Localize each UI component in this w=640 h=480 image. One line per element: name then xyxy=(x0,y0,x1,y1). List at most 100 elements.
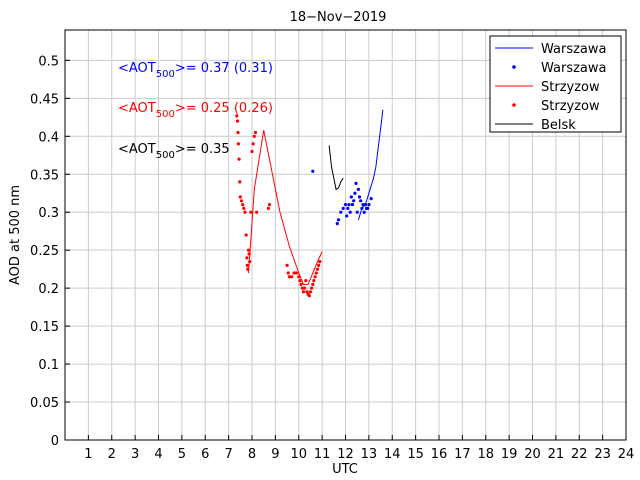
annotation-prefix: <AOT xyxy=(118,61,156,76)
strzyzow-point xyxy=(249,210,253,214)
annotation-value: >= 0.25 (0.26) xyxy=(175,101,273,116)
x-tick-label: 3 xyxy=(131,447,139,462)
strzyzow-point xyxy=(266,206,270,210)
x-tick-label: 21 xyxy=(548,447,565,462)
annotation-subscript: 500 xyxy=(156,69,175,80)
warszawa-point xyxy=(367,203,371,207)
warszawa-point xyxy=(336,218,341,222)
series-layer xyxy=(235,109,384,298)
x-tick-label: 18 xyxy=(477,447,494,462)
strzyzow-point xyxy=(290,275,294,279)
belsk-line xyxy=(328,145,344,191)
strzyzow-point xyxy=(294,271,298,275)
warszawa-point xyxy=(350,203,355,207)
strzyzow-point xyxy=(247,252,251,256)
chart-title: 18−Nov−2019 xyxy=(290,10,387,25)
strzyzow-point xyxy=(310,286,314,290)
strzyzow-point xyxy=(299,282,303,286)
strzyzow-point xyxy=(301,290,305,294)
strzyzow-point xyxy=(235,119,240,123)
warszawa-point xyxy=(345,214,349,218)
strzyzow-point xyxy=(304,279,308,283)
legend-label-belsk: Belsk xyxy=(541,118,576,133)
strzyzow-line xyxy=(248,130,323,285)
legend-label-strzyzow: Strzyzow xyxy=(541,99,600,114)
x-tick-label: 10 xyxy=(290,447,307,462)
x-tick-label: 6 xyxy=(201,447,209,462)
strzyzow-point xyxy=(237,157,241,161)
strzyzow-point xyxy=(313,275,317,279)
warszawa-point xyxy=(363,203,367,207)
y-tick-label: 0.4 xyxy=(38,130,59,145)
warszawa-point xyxy=(348,210,352,214)
strzyzow-point xyxy=(242,206,246,210)
warszawa-point xyxy=(349,195,353,199)
strzyzow-point xyxy=(285,263,289,267)
x-tick-label: 16 xyxy=(431,447,448,462)
warszawa-point xyxy=(366,206,370,210)
aot-annotation: <AOT500>= 0.37 (0.31) xyxy=(118,61,273,80)
strzyzow-point xyxy=(308,290,312,294)
strzyzow-point xyxy=(246,267,250,271)
strzyzow-point xyxy=(292,271,296,275)
y-tick-label: 0.3 xyxy=(38,206,59,221)
strzyzow-point xyxy=(245,256,249,260)
strzyzow-point xyxy=(314,271,318,275)
strzyzow-point xyxy=(303,286,307,290)
x-tick-label: 8 xyxy=(248,447,256,462)
strzyzow-point xyxy=(236,142,240,146)
warszawa-point xyxy=(353,191,357,195)
warszawa-point xyxy=(347,203,351,207)
legend-marker-warszawa xyxy=(512,65,516,69)
warszawa-point xyxy=(339,210,343,214)
strzyzow-point xyxy=(255,210,259,214)
strzyzow-point xyxy=(238,180,242,184)
strzyzow-point xyxy=(252,134,256,138)
strzyzow-point xyxy=(267,203,272,207)
warszawa-point xyxy=(335,222,339,226)
strzyzow-point xyxy=(236,130,240,135)
warszawa-point xyxy=(369,197,373,201)
y-tick-label: 0.1 xyxy=(38,358,59,373)
strzyzow-point xyxy=(248,260,252,264)
y-tick-label: 0.15 xyxy=(30,320,59,335)
x-tick-label: 5 xyxy=(178,447,186,462)
y-tick-label: 0.05 xyxy=(30,396,59,411)
strzyzow-point xyxy=(287,275,291,279)
warszawa-point xyxy=(360,206,364,210)
strzyzow-point xyxy=(298,279,302,283)
x-axis-label: UTC xyxy=(332,462,358,477)
strzyzow-point xyxy=(244,233,248,237)
x-tick-label: 11 xyxy=(314,447,331,462)
x-tick-label: 1 xyxy=(84,447,92,462)
strzyzow-point xyxy=(250,149,254,154)
x-tick-label: 20 xyxy=(524,447,541,462)
strzyzow-point xyxy=(317,263,321,267)
annotation-value: >= 0.37 (0.31) xyxy=(175,61,273,76)
y-tick-label: 0.45 xyxy=(30,92,59,107)
warszawa-point xyxy=(352,199,356,203)
strzyzow-point xyxy=(307,294,311,298)
warszawa-point xyxy=(361,203,365,207)
strzyzow-point xyxy=(245,263,249,267)
y-tick-label: 0 xyxy=(51,434,59,449)
x-tick-label: 23 xyxy=(594,447,611,462)
warszawa-point xyxy=(346,206,350,210)
x-tick-label: 14 xyxy=(384,447,401,462)
x-tick-label: 12 xyxy=(337,447,354,462)
y-tick-label: 0.35 xyxy=(30,168,59,183)
legend-marker-strzyzow xyxy=(512,103,516,107)
annotations: <AOT500>= 0.37 (0.31)<AOT500 >= 0.25 (0.2… xyxy=(118,61,273,161)
x-tick-label: 2 xyxy=(108,447,116,462)
legend-box xyxy=(489,35,622,133)
x-tick-label: 4 xyxy=(154,447,162,462)
grid xyxy=(65,30,626,440)
aot-annotation: <AOT500>= 0.35 xyxy=(118,142,230,161)
strzyzow-point xyxy=(238,195,242,199)
warszawa-point xyxy=(359,199,363,203)
strzyzow-point xyxy=(297,275,301,279)
annotation-value: >= 0.35 xyxy=(175,142,230,157)
strzyzow-point xyxy=(315,267,320,271)
strzyzow-point xyxy=(300,286,304,290)
